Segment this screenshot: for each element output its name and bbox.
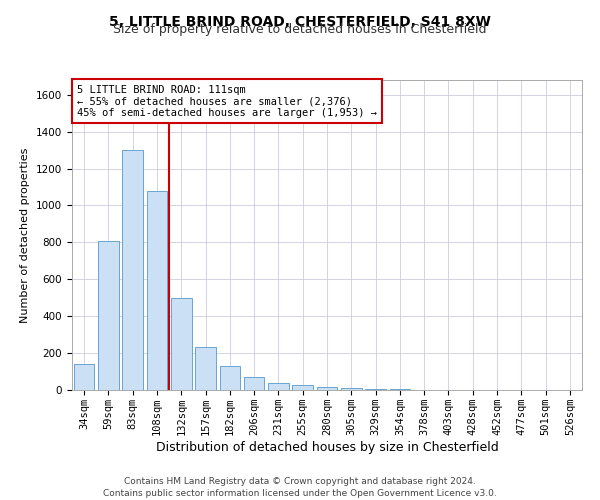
Bar [268,383,289,390]
Y-axis label: Number of detached properties: Number of detached properties [20,148,31,322]
Text: Contains HM Land Registry data © Crown copyright and database right 2024.
Contai: Contains HM Land Registry data © Crown c… [103,476,497,498]
Bar [341,388,362,390]
Bar [292,386,313,390]
X-axis label: Distribution of detached houses by size in Chesterfield: Distribution of detached houses by size … [155,440,499,454]
Bar [220,366,240,390]
Text: Size of property relative to detached houses in Chesterfield: Size of property relative to detached ho… [113,22,487,36]
Bar [171,298,191,390]
Bar [122,150,143,390]
Text: 5 LITTLE BRIND ROAD: 111sqm
← 55% of detached houses are smaller (2,376)
45% of : 5 LITTLE BRIND ROAD: 111sqm ← 55% of det… [77,84,377,118]
Bar [365,389,386,390]
Bar [195,346,216,390]
Bar [146,190,167,390]
Bar [74,364,94,390]
Bar [244,377,265,390]
Text: 5, LITTLE BRIND ROAD, CHESTERFIELD, S41 8XW: 5, LITTLE BRIND ROAD, CHESTERFIELD, S41 … [109,15,491,29]
Bar [98,240,119,390]
Bar [317,387,337,390]
